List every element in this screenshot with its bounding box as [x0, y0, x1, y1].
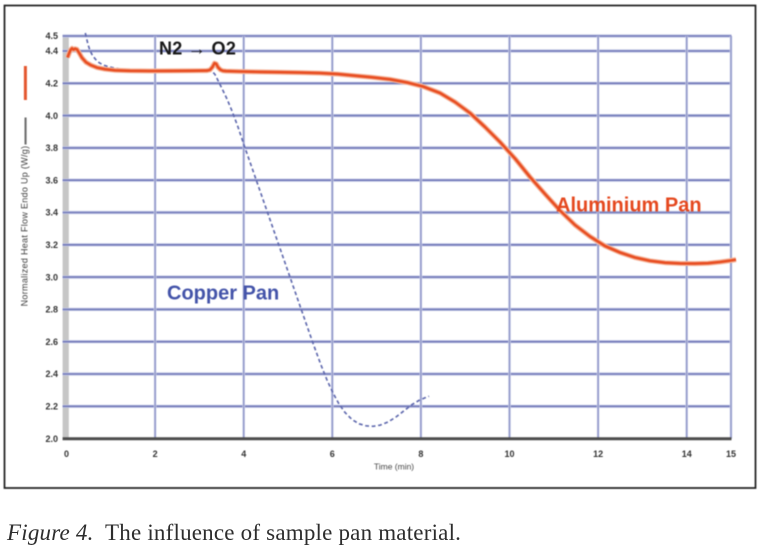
svg-text:N2 → O2: N2 → O2 [159, 39, 236, 59]
svg-text:3.4: 3.4 [45, 208, 58, 218]
svg-text:12: 12 [593, 449, 603, 459]
svg-text:2.2: 2.2 [45, 402, 58, 412]
svg-text:2.0: 2.0 [45, 434, 58, 444]
svg-text:3.6: 3.6 [45, 175, 58, 185]
svg-text:3.8: 3.8 [45, 143, 58, 153]
svg-text:4.4: 4.4 [45, 46, 58, 56]
svg-text:Copper Pan: Copper Pan [167, 283, 279, 305]
svg-text:4.2: 4.2 [45, 79, 58, 89]
svg-text:4.0: 4.0 [45, 111, 58, 121]
svg-text:Normalized Heat Flow Endo Up (: Normalized Heat Flow Endo Up (W/g) [20, 146, 30, 307]
svg-text:15: 15 [726, 449, 736, 459]
svg-text:8: 8 [418, 449, 423, 459]
svg-text:Aluminium Pan: Aluminium Pan [556, 195, 702, 217]
svg-text:3.0: 3.0 [45, 272, 58, 282]
svg-text:0: 0 [64, 449, 69, 459]
svg-text:Time (min): Time (min) [374, 462, 414, 472]
svg-text:10: 10 [504, 449, 514, 459]
svg-text:3.2: 3.2 [45, 240, 58, 250]
svg-text:14: 14 [682, 449, 692, 459]
svg-text:4.5: 4.5 [45, 31, 58, 41]
svg-text:2.4: 2.4 [45, 369, 58, 379]
svg-text:2.8: 2.8 [45, 305, 58, 315]
svg-text:2: 2 [153, 449, 158, 459]
svg-text:2.6: 2.6 [45, 337, 58, 347]
svg-text:4: 4 [241, 449, 246, 459]
svg-text:6: 6 [330, 449, 335, 459]
